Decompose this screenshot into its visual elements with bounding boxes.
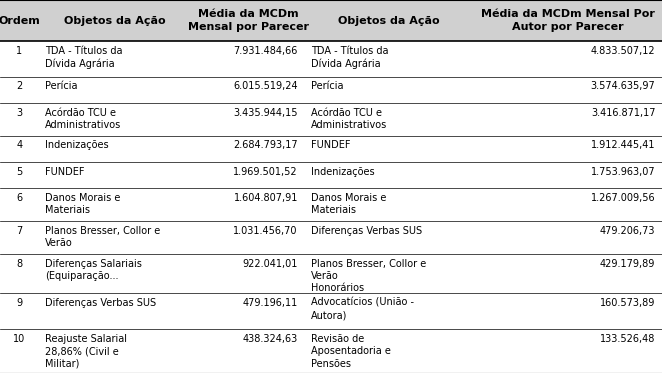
Text: Objetos da Ação: Objetos da Ação [64,16,166,25]
Text: Média da MCDm Mensal Por
Autor por Parecer: Média da MCDm Mensal Por Autor por Parec… [481,9,655,32]
Bar [0,77,662,103]
Text: 4: 4 [16,140,23,150]
Text: 1.267.009,56: 1.267.009,56 [591,193,655,203]
Text: 5: 5 [16,167,23,177]
Text: 3.416.871,17: 3.416.871,17 [591,108,655,117]
Text: Planos Bresser, Collor e
Verão
Honorários: Planos Bresser, Collor e Verão Honorário… [311,258,426,293]
Text: Planos Bresser, Collor e
Verão: Planos Bresser, Collor e Verão [45,226,160,248]
Text: TDA - Títulos da
Dívida Agrária: TDA - Títulos da Dívida Agrária [311,46,389,69]
Bar [0,294,662,329]
Bar [0,136,662,162]
Bar [0,329,662,373]
Text: 1.604.807,91: 1.604.807,91 [234,193,298,203]
Text: Danos Morais e
Materiais: Danos Morais e Materiais [311,193,387,215]
Text: Acórdão TCU e
Administrativos: Acórdão TCU e Administrativos [311,108,387,130]
Bar [0,103,662,136]
Text: 10: 10 [13,334,25,344]
Text: Diferenças Verbas SUS: Diferenças Verbas SUS [45,298,156,308]
Text: 6.015.519,24: 6.015.519,24 [233,81,298,91]
Text: 429.179,89: 429.179,89 [600,258,655,269]
Text: Ordem: Ordem [0,16,40,25]
Text: 3.435.944,15: 3.435.944,15 [234,108,298,117]
Text: Perícia: Perícia [311,81,344,91]
Bar [0,41,662,77]
Text: 8: 8 [16,258,23,269]
Text: Advocatícios (União -
Autora): Advocatícios (União - Autora) [311,298,414,320]
Text: Danos Morais e
Materiais: Danos Morais e Materiais [45,193,120,215]
Text: Indenizações: Indenizações [45,140,109,150]
Text: Indenizações: Indenizações [311,167,375,177]
Text: 479.206,73: 479.206,73 [600,226,655,236]
Text: Reajuste Salarial
28,86% (Civil e
Militar): Reajuste Salarial 28,86% (Civil e Milita… [45,334,127,369]
Text: TDA - Títulos da
Dívida Agrária: TDA - Títulos da Dívida Agrária [45,46,122,69]
Bar [0,162,662,188]
Text: 4.833.507,12: 4.833.507,12 [591,46,655,56]
Text: 3: 3 [16,108,23,117]
Text: 7.931.484,66: 7.931.484,66 [234,46,298,56]
Text: Objetos da Ação: Objetos da Ação [338,16,440,25]
Text: 922.041,01: 922.041,01 [242,258,298,269]
Text: 1: 1 [16,46,23,56]
Text: 1.912.445,41: 1.912.445,41 [591,140,655,150]
Text: FUNDEF: FUNDEF [311,140,351,150]
Bar [0,221,662,254]
Text: 9: 9 [16,298,23,308]
Text: Perícia: Perícia [45,81,77,91]
Text: 1.969.501,52: 1.969.501,52 [233,167,298,177]
Text: 160.573,89: 160.573,89 [600,298,655,308]
Text: 1.031.456,70: 1.031.456,70 [234,226,298,236]
Text: 133.526,48: 133.526,48 [600,334,655,344]
Text: Acórdão TCU e
Administrativos: Acórdão TCU e Administrativos [45,108,121,130]
Text: FUNDEF: FUNDEF [45,167,85,177]
Text: 6: 6 [16,193,23,203]
Text: 1.753.963,07: 1.753.963,07 [591,167,655,177]
Bar [0,188,662,221]
Text: 2: 2 [16,81,23,91]
Text: 438.324,63: 438.324,63 [243,334,298,344]
Text: Diferenças Verbas SUS: Diferenças Verbas SUS [311,226,422,236]
Text: Diferenças Salariais
(Equiparação...: Diferenças Salariais (Equiparação... [45,258,142,281]
Text: 2.684.793,17: 2.684.793,17 [233,140,298,150]
Text: 7: 7 [16,226,23,236]
Text: Média da MCDm
Mensal por Parecer: Média da MCDm Mensal por Parecer [188,9,308,32]
Bar [0,254,662,294]
Text: 479.196,11: 479.196,11 [243,298,298,308]
Text: Revisão de
Aposentadoria e
Pensões: Revisão de Aposentadoria e Pensões [311,334,391,369]
Bar [0,0,662,41]
Text: 3.574.635,97: 3.574.635,97 [591,81,655,91]
